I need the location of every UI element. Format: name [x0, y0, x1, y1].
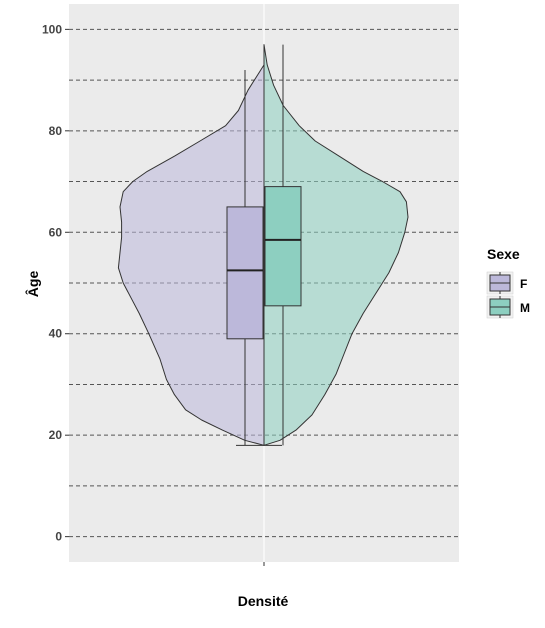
box-M — [264, 186, 302, 307]
x-axis-title: Densité — [238, 593, 289, 609]
box-F — [226, 206, 264, 340]
boxplots — [226, 44, 302, 446]
legend-label: M — [520, 301, 530, 315]
legend-label: F — [520, 277, 527, 291]
y-tick-label: 40 — [49, 327, 63, 341]
y-tick-label: 80 — [49, 124, 63, 138]
y-axis-title: Âge — [24, 271, 41, 298]
legend-title: Sexe — [487, 246, 520, 262]
y-tick-label: 60 — [49, 225, 63, 239]
y-tick-label: 20 — [49, 428, 63, 442]
y-tick-label: 0 — [55, 530, 62, 544]
violin-M — [263, 44, 409, 446]
violins — [117, 44, 409, 446]
y-tick-label: 100 — [42, 22, 62, 36]
y-axis: 0 20 40 60 80 100 — [42, 22, 69, 544]
violin-F — [117, 64, 265, 446]
legend: Sexe FM — [486, 246, 530, 319]
